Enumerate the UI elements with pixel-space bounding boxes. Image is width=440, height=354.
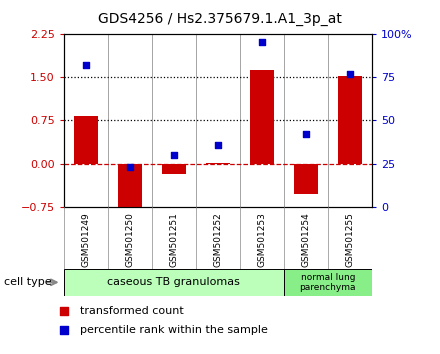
Point — [302, 131, 309, 137]
Bar — [206, 162, 230, 164]
Bar — [250, 70, 274, 164]
Text: GSM501250: GSM501250 — [125, 212, 134, 267]
Text: cell type: cell type — [4, 277, 52, 287]
Bar — [284, 269, 372, 296]
Bar — [64, 269, 284, 296]
Text: GSM501252: GSM501252 — [213, 212, 222, 267]
Text: transformed count: transformed count — [80, 306, 183, 316]
Text: GSM501251: GSM501251 — [169, 212, 178, 267]
Text: caseous TB granulomas: caseous TB granulomas — [107, 277, 240, 287]
Point — [60, 308, 67, 314]
Text: GSM501255: GSM501255 — [345, 212, 354, 267]
Bar — [338, 76, 362, 164]
Point — [126, 164, 133, 170]
Bar — [118, 164, 142, 219]
Point — [258, 40, 265, 45]
Point — [346, 71, 353, 76]
Text: normal lung
parenchyma: normal lung parenchyma — [300, 273, 356, 292]
Text: GSM501253: GSM501253 — [257, 212, 266, 267]
Point — [82, 62, 89, 68]
Bar — [74, 116, 98, 164]
Text: GDS4256 / Hs2.375679.1.A1_3p_at: GDS4256 / Hs2.375679.1.A1_3p_at — [98, 12, 342, 27]
Point — [170, 152, 177, 158]
Bar — [294, 164, 318, 194]
Point — [60, 327, 67, 332]
Bar — [162, 164, 186, 174]
Point — [214, 142, 221, 148]
Text: GSM501254: GSM501254 — [301, 212, 310, 267]
Text: GSM501249: GSM501249 — [81, 212, 90, 267]
Text: percentile rank within the sample: percentile rank within the sample — [80, 325, 268, 335]
